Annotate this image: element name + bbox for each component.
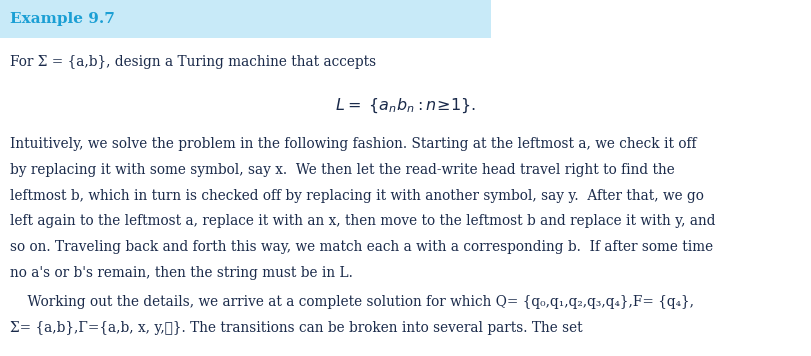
Text: Working out the details, we arrive at a complete solution for which Q= {q₀,q₁,q₂: Working out the details, we arrive at a … — [10, 295, 693, 309]
Text: Intuitively, we solve the problem in the following fashion. Starting at the left: Intuitively, we solve the problem in the… — [10, 137, 696, 151]
Text: Example 9.7: Example 9.7 — [10, 12, 114, 26]
Text: by replacing it with some symbol, say x.  We then let the read-write head travel: by replacing it with some symbol, say x.… — [10, 163, 675, 177]
FancyBboxPatch shape — [0, 0, 491, 38]
Text: For Σ = {a,b}, design a Turing machine that accepts: For Σ = {a,b}, design a Turing machine t… — [10, 55, 375, 69]
Text: Σ= {a,b},Γ={a,b, x, y,☐}. The transitions can be broken into several parts. The : Σ= {a,b},Γ={a,b, x, y,☐}. The transition… — [10, 320, 582, 335]
Text: so on. Traveling back and forth this way, we match each a with a corresponding b: so on. Traveling back and forth this way… — [10, 240, 713, 254]
Text: no a's or b's remain, then the string must be in L.: no a's or b's remain, then the string mu… — [10, 266, 353, 280]
Text: left again to the leftmost a, replace it with an x, then move to the leftmost b : left again to the leftmost a, replace it… — [10, 214, 715, 229]
Text: $L=\ \{a_nb_n{:}n\!\geq\!1\}.$: $L=\ \{a_nb_n{:}n\!\geq\!1\}.$ — [335, 96, 476, 115]
Text: leftmost b, which in turn is checked off by replacing it with another symbol, sa: leftmost b, which in turn is checked off… — [10, 189, 704, 203]
